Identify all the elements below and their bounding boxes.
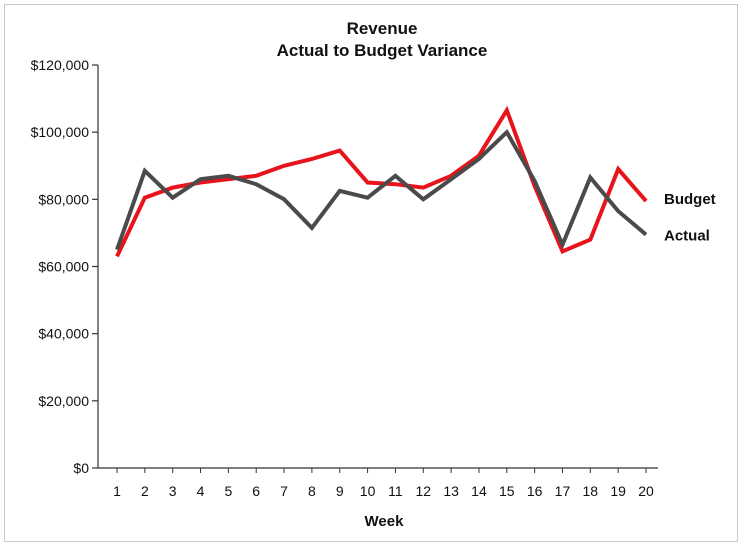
x-tick-label: 14 <box>471 483 487 499</box>
series-label-budget: Budget <box>664 191 716 208</box>
x-tick-label: 8 <box>308 483 316 499</box>
y-tick-label: $40,000 <box>38 326 89 342</box>
chart-frame: Revenue Actual to Budget Variance $0 $20,… <box>4 4 738 542</box>
x-tick-label: 12 <box>415 483 431 499</box>
x-tick-label: 17 <box>555 483 571 499</box>
chart-title-line-1: Revenue <box>347 19 418 38</box>
y-tick-label: $120,000 <box>31 57 90 73</box>
series-label-actual: Actual <box>664 228 710 245</box>
x-tick-label: 15 <box>499 483 515 499</box>
x-tick-label: 5 <box>224 483 232 499</box>
x-tick-label: 19 <box>610 483 626 499</box>
x-tick-label: 3 <box>169 483 177 499</box>
y-tick-label: $100,000 <box>31 124 90 140</box>
series-line-actual <box>115 128 648 251</box>
x-tick-label: 1 <box>113 483 121 499</box>
y-tick-label: $60,000 <box>38 259 89 275</box>
y-tick-label: $20,000 <box>38 393 89 409</box>
y-tick-label: $80,000 <box>38 191 89 207</box>
plot-area: $0 $20,000 $40,000 $60,000 $80,000 $100,000 $1… <box>31 57 716 499</box>
x-tick-label: 7 <box>280 483 288 499</box>
x-tick-label: 2 <box>141 483 149 499</box>
x-tick-label: 18 <box>583 483 599 499</box>
x-tick-label: 13 <box>443 483 459 499</box>
chart-title-line-2: Actual to Budget Variance <box>277 41 488 60</box>
x-tick-label: 9 <box>336 483 344 499</box>
y-tick-label: $0 <box>73 460 89 476</box>
x-tick-label: 10 <box>360 483 376 499</box>
x-tick-label: 4 <box>197 483 205 499</box>
line-chart: Revenue Actual to Budget Variance $0 $20,… <box>31 19 716 530</box>
x-tick-label: 11 <box>388 483 403 499</box>
x-tick-label: 6 <box>252 483 260 499</box>
series-line-budget <box>115 105 648 258</box>
x-axis-title: Week <box>365 513 405 530</box>
x-tick-label: 16 <box>527 483 543 499</box>
x-tick-label: 20 <box>638 483 654 499</box>
